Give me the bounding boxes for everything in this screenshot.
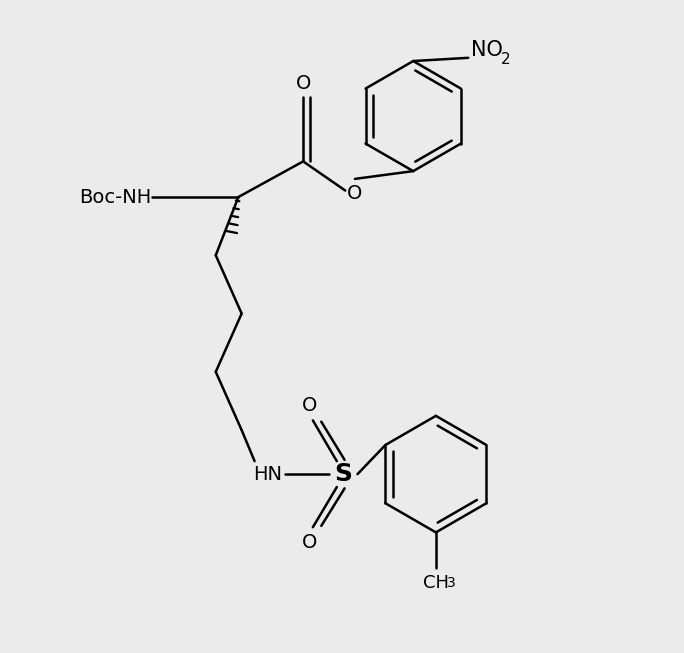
Text: HN: HN <box>253 465 282 484</box>
Text: O: O <box>347 184 363 203</box>
Text: NO: NO <box>471 40 503 60</box>
Text: O: O <box>295 74 311 93</box>
Text: S: S <box>334 462 352 486</box>
Text: CH: CH <box>423 575 449 592</box>
Text: 3: 3 <box>447 576 456 590</box>
Text: O: O <box>302 396 317 415</box>
Text: Boc-NH: Boc-NH <box>79 187 151 206</box>
Text: 2: 2 <box>501 52 510 67</box>
Text: O: O <box>302 533 317 552</box>
